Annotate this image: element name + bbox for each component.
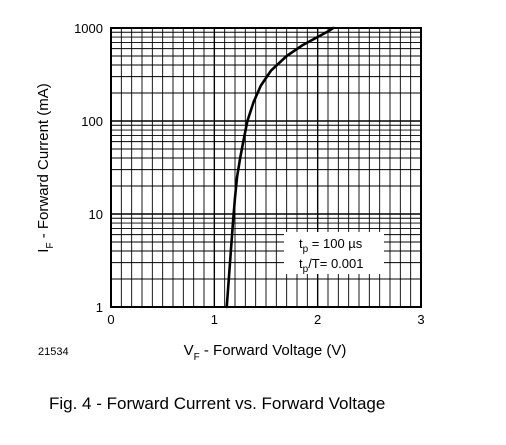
x-tick-label: 0 (107, 312, 114, 327)
x-tick-label: 3 (417, 312, 424, 327)
annotation-background (284, 232, 384, 274)
series (225, 26, 335, 309)
x-axis-label: VF - Forward Voltage (V) (184, 342, 347, 363)
series-line-0 (225, 26, 335, 309)
y-axis-label: IF - Forward Current (mA) (35, 83, 56, 252)
y-tick-label: 100 (81, 114, 103, 129)
annotation-line-2: tp/T= 0.001 (299, 256, 363, 275)
annotation-box: tp = 100 µs tp/T= 0.001 (284, 232, 384, 275)
x-tick-label: 2 (314, 312, 321, 327)
figure-caption: Fig. 4 - Forward Current vs. Forward Vol… (49, 394, 385, 413)
x-tick-label: 1 (211, 312, 218, 327)
y-tick-label: 1000 (74, 21, 103, 36)
figure-id: 21534 (38, 346, 69, 358)
plot-frame (110, 27, 422, 308)
y-tick-label: 1 (96, 300, 103, 315)
annotation-line-1: tp = 100 µs (299, 236, 363, 255)
y-tick-label: 10 (89, 207, 103, 222)
